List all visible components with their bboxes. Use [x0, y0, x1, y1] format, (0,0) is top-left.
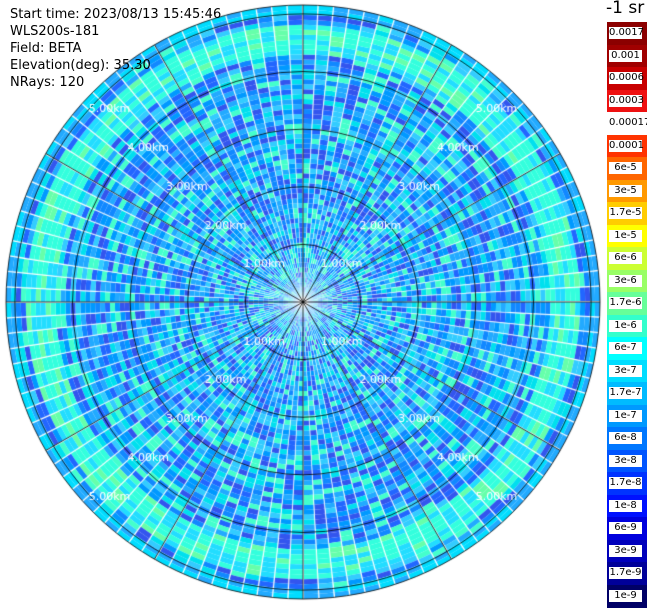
colorbar-label: 1.7e-6	[609, 297, 642, 310]
colorbar-label: 0.001	[609, 49, 642, 62]
ppi-plot	[0, 0, 606, 607]
colorbar-label: 0.0006	[609, 72, 644, 85]
colorbar-label: 0.0001	[609, 139, 644, 152]
site-name: WLS200s-181	[10, 24, 100, 39]
colorbar-label: 6e-8	[609, 432, 642, 445]
colorbar-label: 1e-9	[609, 589, 642, 602]
colorbar-label: 6e-6	[609, 252, 642, 265]
colorbar-label: 1.7e-9	[609, 567, 642, 580]
colorbar: 0.0017 0.001 0.0006 0.0003 0.00017 0.0001 6e-5…	[607, 22, 647, 608]
colorbar-title: -1 sr	[606, 0, 645, 18]
colorbar-label: 6e-9	[609, 522, 642, 535]
colorbar-label: 0.00017	[609, 117, 647, 130]
colorbar-label: 1e-8	[609, 499, 642, 512]
colorbar-label: 3e-8	[609, 454, 642, 467]
scan-info: Start time: 2023/08/13 15:45:46 WLS200s-…	[10, 6, 221, 91]
start-time: Start time: 2023/08/13 15:45:46	[10, 7, 222, 22]
colorbar-label: 1e-5	[609, 229, 642, 242]
colorbar-label: 3e-9	[609, 544, 642, 557]
elevation: Elevation(deg): 35.30	[10, 58, 151, 73]
field-name: Field: BETA	[10, 41, 82, 56]
colorbar-label: 1.7e-7	[609, 387, 642, 400]
colorbar-label: 1e-6	[609, 319, 642, 332]
colorbar-label: 0.0003	[609, 94, 644, 107]
colorbar-label: 1.7e-5	[609, 207, 642, 220]
colorbar-label: 0.0017	[609, 27, 644, 40]
colorbar-label: 6e-7	[609, 342, 642, 355]
colorbar-label: 3e-5	[609, 184, 642, 197]
colorbar-label: 1.7e-8	[609, 477, 642, 490]
colorbar-label: 6e-5	[609, 162, 642, 175]
colorbar-label: 1e-7	[609, 409, 642, 422]
nrays: NRays: 120	[10, 75, 85, 90]
colorbar-label: 3e-6	[609, 274, 642, 287]
colorbar-label: 3e-7	[609, 364, 642, 377]
